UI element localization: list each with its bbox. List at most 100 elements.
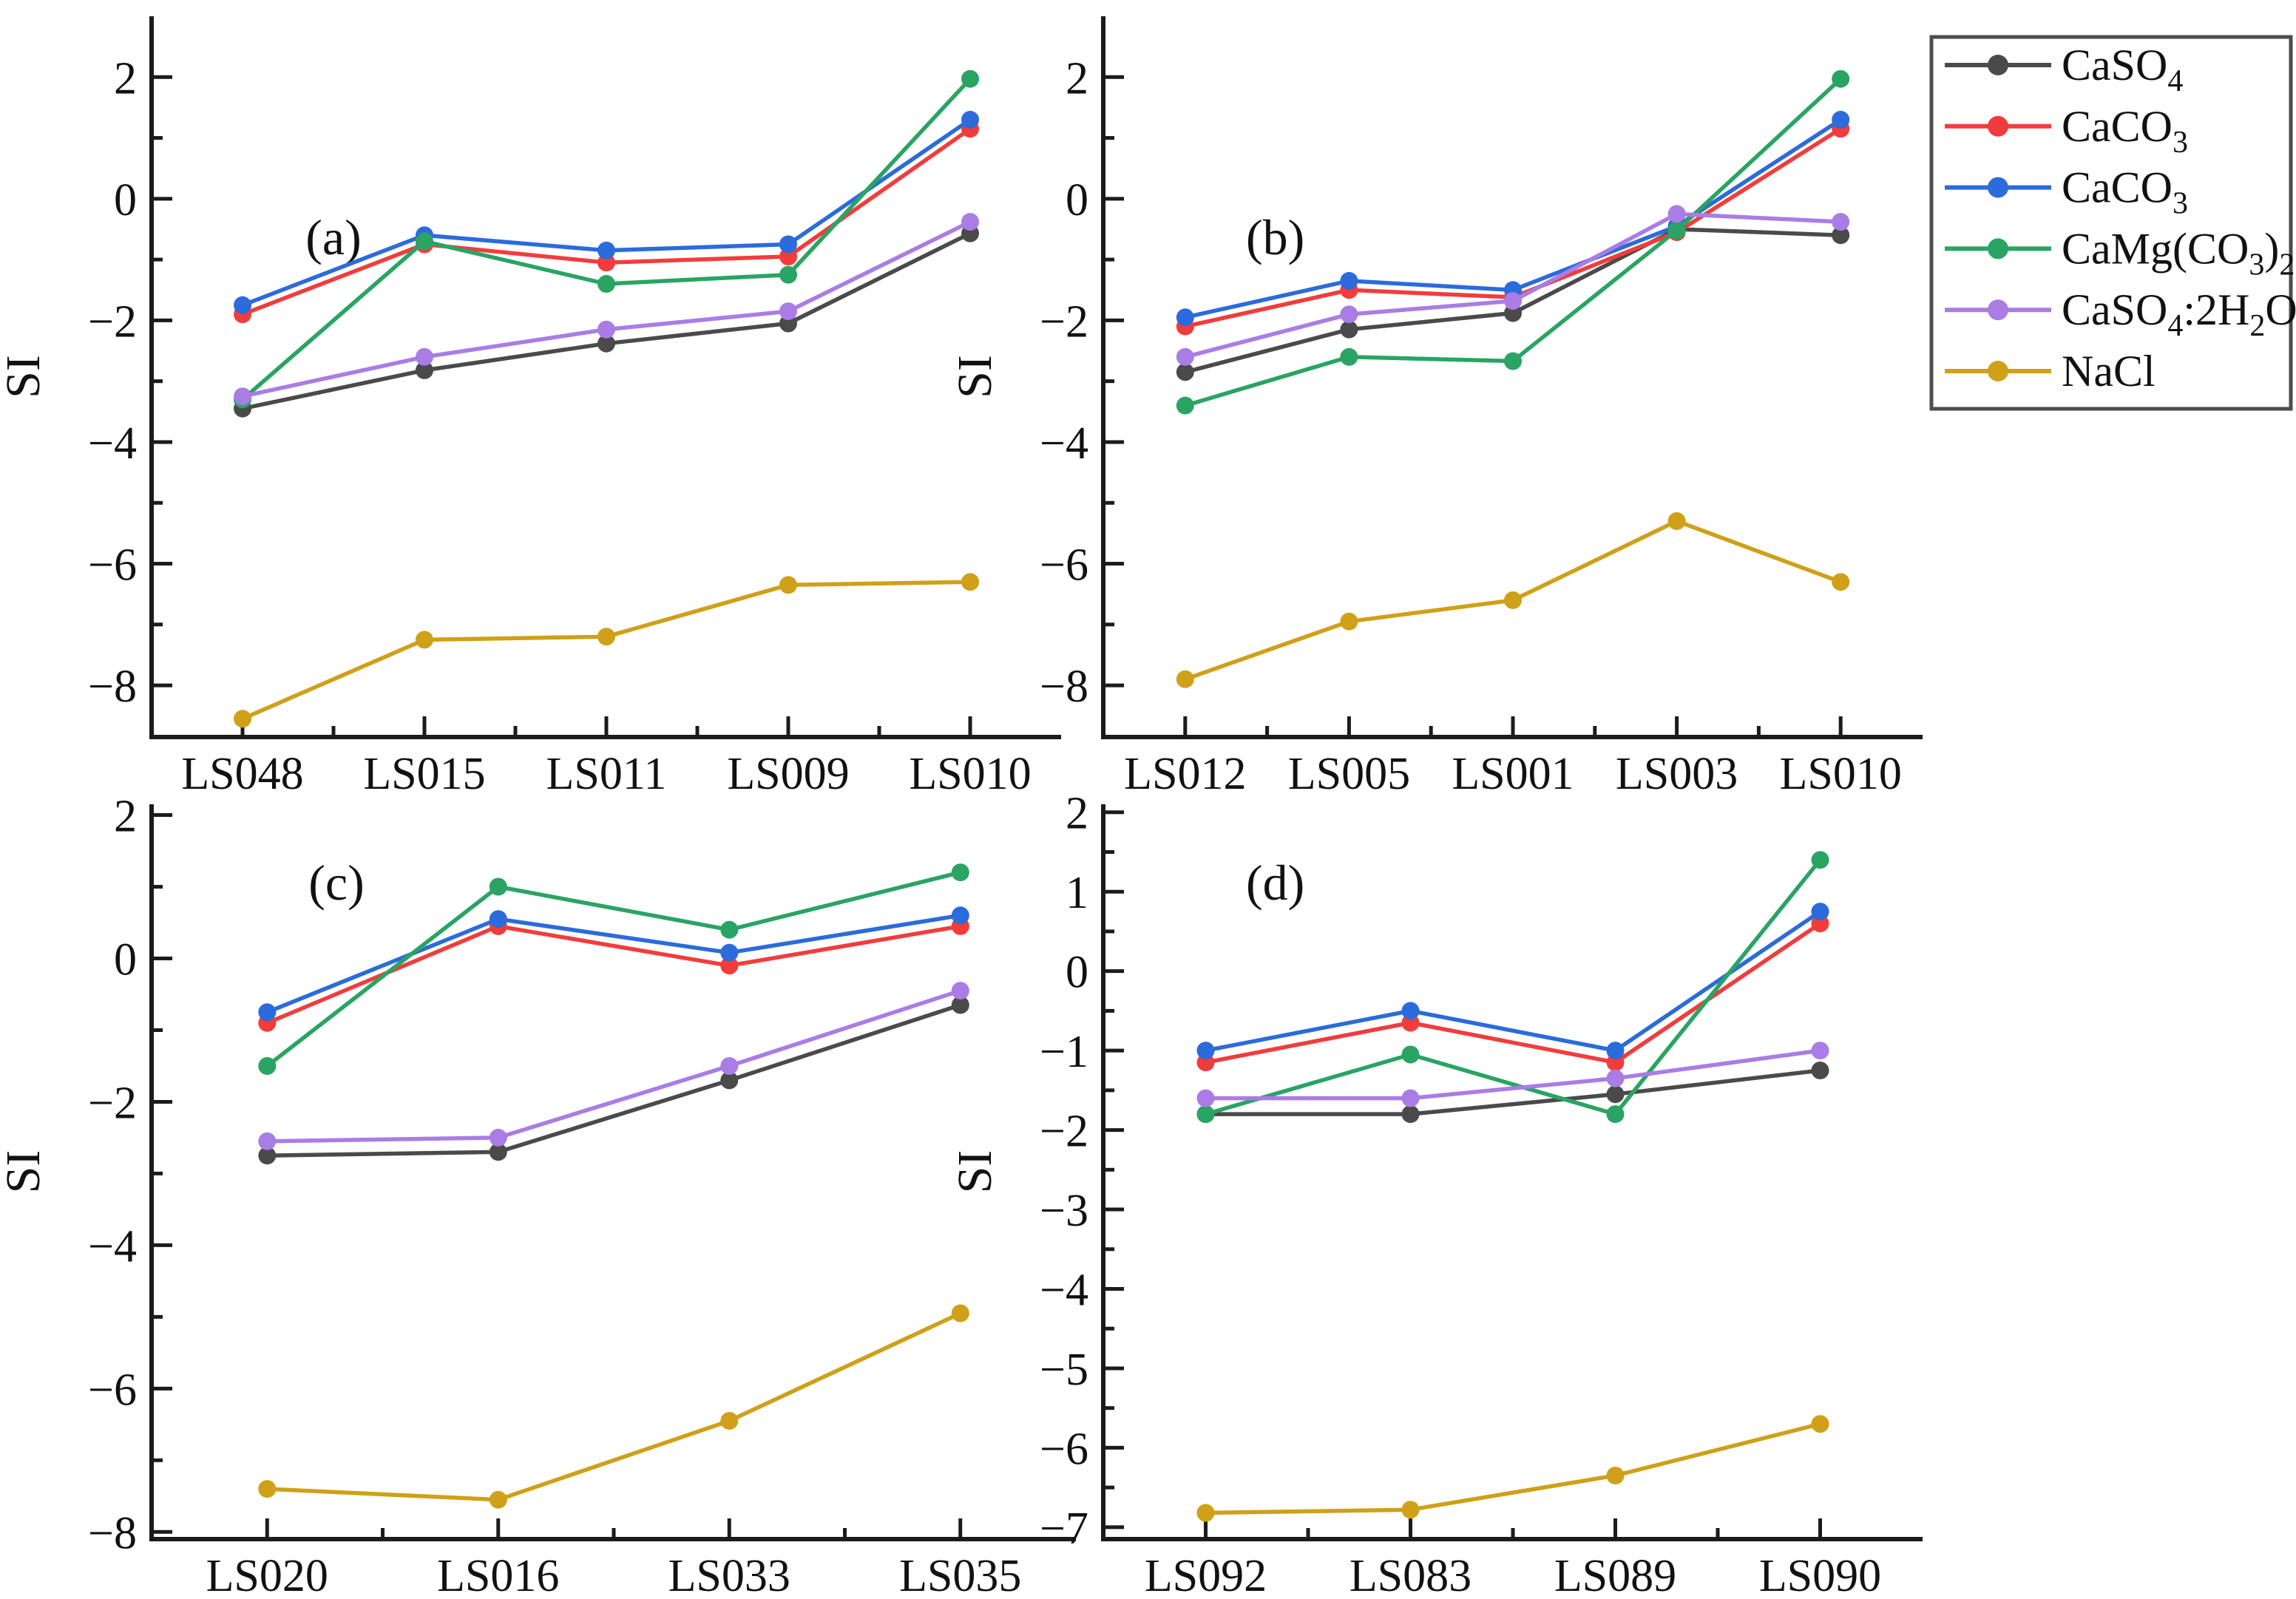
legend-marker	[1988, 361, 2008, 381]
y-tick-label: 2	[114, 792, 137, 842]
data-point-marker	[720, 1412, 739, 1430]
data-point-marker	[779, 248, 797, 265]
series-line	[267, 1002, 961, 1158]
y-axis-title: SI	[948, 355, 1002, 398]
y-tick-label: −6	[1040, 540, 1088, 591]
data-point-marker	[720, 1071, 739, 1090]
series-line	[265, 870, 961, 1068]
data-point-marker	[951, 863, 969, 882]
data-point-marker	[961, 573, 979, 591]
data-point-marker	[1606, 1042, 1625, 1060]
x-tick-label: LS011	[546, 749, 666, 799]
data-point-marker	[1667, 221, 1686, 240]
x-tick-label: LS048	[181, 749, 303, 799]
y-tick-label: −6	[1040, 1424, 1088, 1474]
data-point-marker	[1340, 305, 1358, 324]
data-point-marker	[779, 235, 797, 254]
data-point-marker	[1340, 320, 1358, 339]
data-point-marker	[1340, 612, 1358, 631]
series-caso4-2h2o	[1176, 205, 1850, 366]
data-point-marker	[1504, 304, 1522, 322]
y-axis-title: SI	[948, 1150, 1002, 1194]
data-point-marker	[1401, 1045, 1420, 1064]
data-point-marker	[1606, 1085, 1625, 1104]
data-point-marker	[1667, 205, 1686, 223]
series-nacl	[258, 1304, 969, 1509]
x-tick-label: LS010	[1780, 749, 1902, 799]
legend-label: NaCl	[2062, 347, 2156, 395]
y-tick-label: −7	[1040, 1504, 1088, 1554]
series-line	[267, 1311, 961, 1502]
data-point-marker	[489, 910, 507, 928]
data-point-marker	[1176, 363, 1194, 381]
data-point-marker	[1176, 396, 1194, 415]
series-line	[1205, 1048, 1821, 1101]
data-point-marker	[597, 275, 615, 293]
series-line	[1205, 1068, 1821, 1116]
series-camg-co3-2	[1196, 851, 1829, 1124]
y-tick-label: −2	[88, 1078, 137, 1128]
subplot-d: 2 1 0 −1 −2 −3 −4 −5 −6 −7 LS092 LS083 LS089 LS090 SI (…	[948, 789, 1923, 1599]
series-line	[1205, 921, 1822, 1065]
data-point-marker	[1832, 69, 1850, 88]
series-camg-co3-2	[258, 863, 969, 1075]
series-caco3-red	[1196, 914, 1829, 1072]
legend-label: CaMg(CO3)2	[2062, 224, 2295, 282]
legend-marker	[1988, 177, 2008, 198]
series-line	[1205, 858, 1822, 1116]
data-point-marker	[1504, 292, 1522, 310]
data-point-marker	[1340, 347, 1358, 366]
y-tick-label: −6	[88, 540, 137, 591]
series-caco3-red	[234, 120, 979, 324]
data-point-marker	[720, 943, 739, 962]
data-point-marker	[1401, 1501, 1420, 1519]
y-tick-label: −5	[1040, 1345, 1088, 1395]
y-tick-label: 0	[114, 175, 137, 225]
data-point-marker	[1504, 591, 1522, 609]
x-tick-label: LS089	[1554, 1551, 1676, 1599]
legend-label: CaCO3	[2062, 163, 2188, 221]
series-line	[266, 924, 961, 1025]
data-point-marker	[1504, 352, 1522, 370]
x-tick-label: LS083	[1350, 1551, 1472, 1599]
x-tick-label: LS001	[1452, 749, 1574, 799]
data-point-marker	[258, 1057, 277, 1075]
data-point-marker	[1340, 271, 1358, 290]
series-caco3-blue	[258, 906, 969, 1022]
y-tick-label: 1	[1066, 868, 1088, 918]
legend-item: CaSO4	[1945, 41, 2183, 98]
data-point-marker	[1832, 573, 1850, 591]
y-tick-label: 2	[1066, 53, 1088, 103]
y-tick-label: −8	[88, 662, 137, 712]
data-point-marker	[489, 1143, 507, 1161]
y-tick-label: 0	[1066, 948, 1088, 998]
data-point-marker	[961, 110, 979, 129]
series-caso4-2h2o	[258, 982, 969, 1150]
data-point-marker	[258, 1147, 277, 1165]
data-point-marker	[1606, 1105, 1625, 1124]
y-tick-label: −2	[88, 296, 137, 347]
x-tick-label: LS092	[1145, 1551, 1267, 1599]
series-line	[1205, 909, 1822, 1053]
series-line	[267, 988, 961, 1144]
data-point-marker	[1811, 1415, 1829, 1433]
x-tick-label: LS016	[437, 1551, 559, 1599]
data-point-marker	[1401, 1089, 1420, 1107]
y-tick-label: −4	[88, 1221, 137, 1272]
x-tick-label: LS003	[1616, 749, 1738, 799]
y-tick-label: −4	[1040, 1266, 1088, 1316]
data-point-marker	[961, 213, 979, 231]
data-point-marker	[597, 628, 615, 646]
data-point-marker	[720, 1057, 739, 1075]
data-point-marker	[1811, 1062, 1829, 1079]
subplot-a: 2 0 −2 −4 −6 −8 LS048 LS015 LS011 LS009 LS010 SI (a)	[0, 16, 1061, 799]
data-point-marker	[951, 982, 969, 1000]
y-tick-label: −8	[88, 1508, 137, 1558]
data-point-marker	[720, 957, 739, 975]
legend-marker	[1988, 55, 2008, 75]
series-nacl	[1176, 512, 1850, 688]
y-axis-title: SI	[0, 1150, 50, 1194]
